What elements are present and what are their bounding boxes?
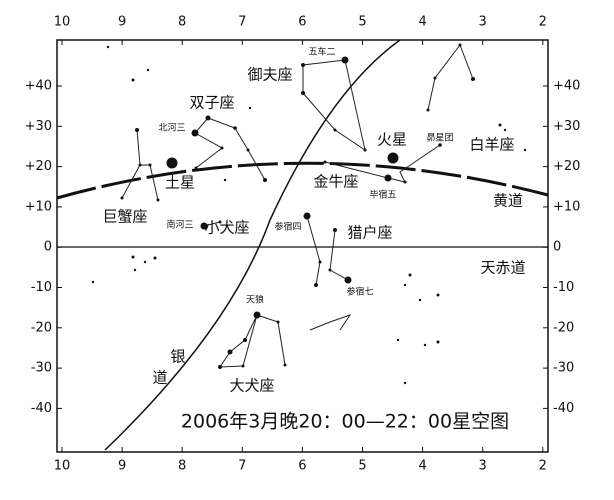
ra-tick-label: 5 bbox=[358, 459, 366, 474]
star-label: 五车二 bbox=[308, 46, 335, 58]
planet-label: 土星 bbox=[165, 174, 195, 192]
constellation-label: 大犬座 bbox=[229, 377, 274, 395]
star-label: 参宿四 bbox=[274, 221, 301, 233]
star-label: 南河三 bbox=[166, 219, 193, 231]
ra-tick-label: 10 bbox=[54, 15, 71, 30]
dec-tick-label: -40 bbox=[553, 401, 574, 416]
ra-tick-label: 9 bbox=[118, 459, 126, 474]
ra-tick-label: 5 bbox=[358, 15, 366, 30]
ra-tick-label: 3 bbox=[479, 459, 487, 474]
line-label: 银 bbox=[170, 348, 185, 366]
ra-tick-label: 3 bbox=[479, 15, 487, 30]
ra-tick-label: 9 bbox=[118, 15, 126, 30]
line-label: 天赤道 bbox=[480, 259, 525, 277]
ecliptic bbox=[56, 161, 549, 200]
constellation-label: 金牛座 bbox=[313, 173, 358, 191]
dec-tick-label: +40 bbox=[553, 79, 580, 94]
milky-way bbox=[104, 39, 401, 451]
constellation-label: 双子座 bbox=[189, 94, 234, 112]
constellation-label: 巨蟹座 bbox=[102, 208, 147, 226]
dec-tick-label: -30 bbox=[553, 361, 574, 376]
dec-tick-label: -20 bbox=[31, 320, 52, 335]
ra-tick-label: 4 bbox=[418, 459, 426, 474]
dec-tick-label: -40 bbox=[31, 401, 52, 416]
ra-tick-label: 7 bbox=[238, 459, 246, 474]
dec-tick-label: +10 bbox=[553, 199, 580, 214]
line-label: 黄道 bbox=[493, 192, 523, 210]
ra-tick-label: 8 bbox=[178, 459, 186, 474]
dec-tick-label: +20 bbox=[553, 159, 580, 174]
dec-tick-label: +40 bbox=[25, 79, 52, 94]
line-label: 道 bbox=[152, 369, 167, 387]
ra-tick-label: 2 bbox=[539, 15, 547, 30]
ra-tick-label: 6 bbox=[298, 15, 306, 30]
ra-tick-label: 8 bbox=[178, 15, 186, 30]
ra-tick-label: 7 bbox=[238, 15, 246, 30]
dec-tick-label: 0 bbox=[553, 240, 561, 255]
star-label: 北河三 bbox=[158, 122, 185, 134]
constellation-label: 猎户座 bbox=[347, 224, 392, 242]
dec-tick-label: +30 bbox=[25, 119, 52, 134]
frame bbox=[56, 39, 549, 453]
dec-tick-label: +10 bbox=[25, 199, 52, 214]
ra-tick-label: 10 bbox=[54, 459, 71, 474]
dec-tick-label: +20 bbox=[25, 159, 52, 174]
star-label: 天狼 bbox=[246, 294, 264, 306]
dec-tick-label: -30 bbox=[31, 361, 52, 376]
star-label: 毕宿五 bbox=[369, 189, 396, 201]
planet-label: 火星 bbox=[377, 131, 407, 149]
dec-tick-label: -10 bbox=[553, 280, 574, 295]
dec-tick-label: -10 bbox=[31, 280, 52, 295]
ra-tick-label: 2 bbox=[539, 459, 547, 474]
stars bbox=[91, 43, 527, 385]
ra-tick-label: 6 bbox=[298, 459, 306, 474]
star-label: 参宿七 bbox=[346, 286, 373, 298]
ra-tick-label: 4 bbox=[418, 15, 426, 30]
map-title: 2006年3月晚20：00—22：00星空图 bbox=[181, 411, 509, 433]
constellation-label: 小犬座 bbox=[204, 219, 249, 237]
dec-tick-label: -20 bbox=[553, 320, 574, 335]
constellation-label: 白羊座 bbox=[469, 136, 514, 154]
constellation-lines bbox=[121, 43, 474, 368]
constellation-label: 御夫座 bbox=[247, 66, 292, 84]
dec-tick-label: 0 bbox=[44, 240, 52, 255]
dec-tick-label: +30 bbox=[553, 119, 580, 134]
star-label: 昴星团 bbox=[426, 133, 453, 144]
